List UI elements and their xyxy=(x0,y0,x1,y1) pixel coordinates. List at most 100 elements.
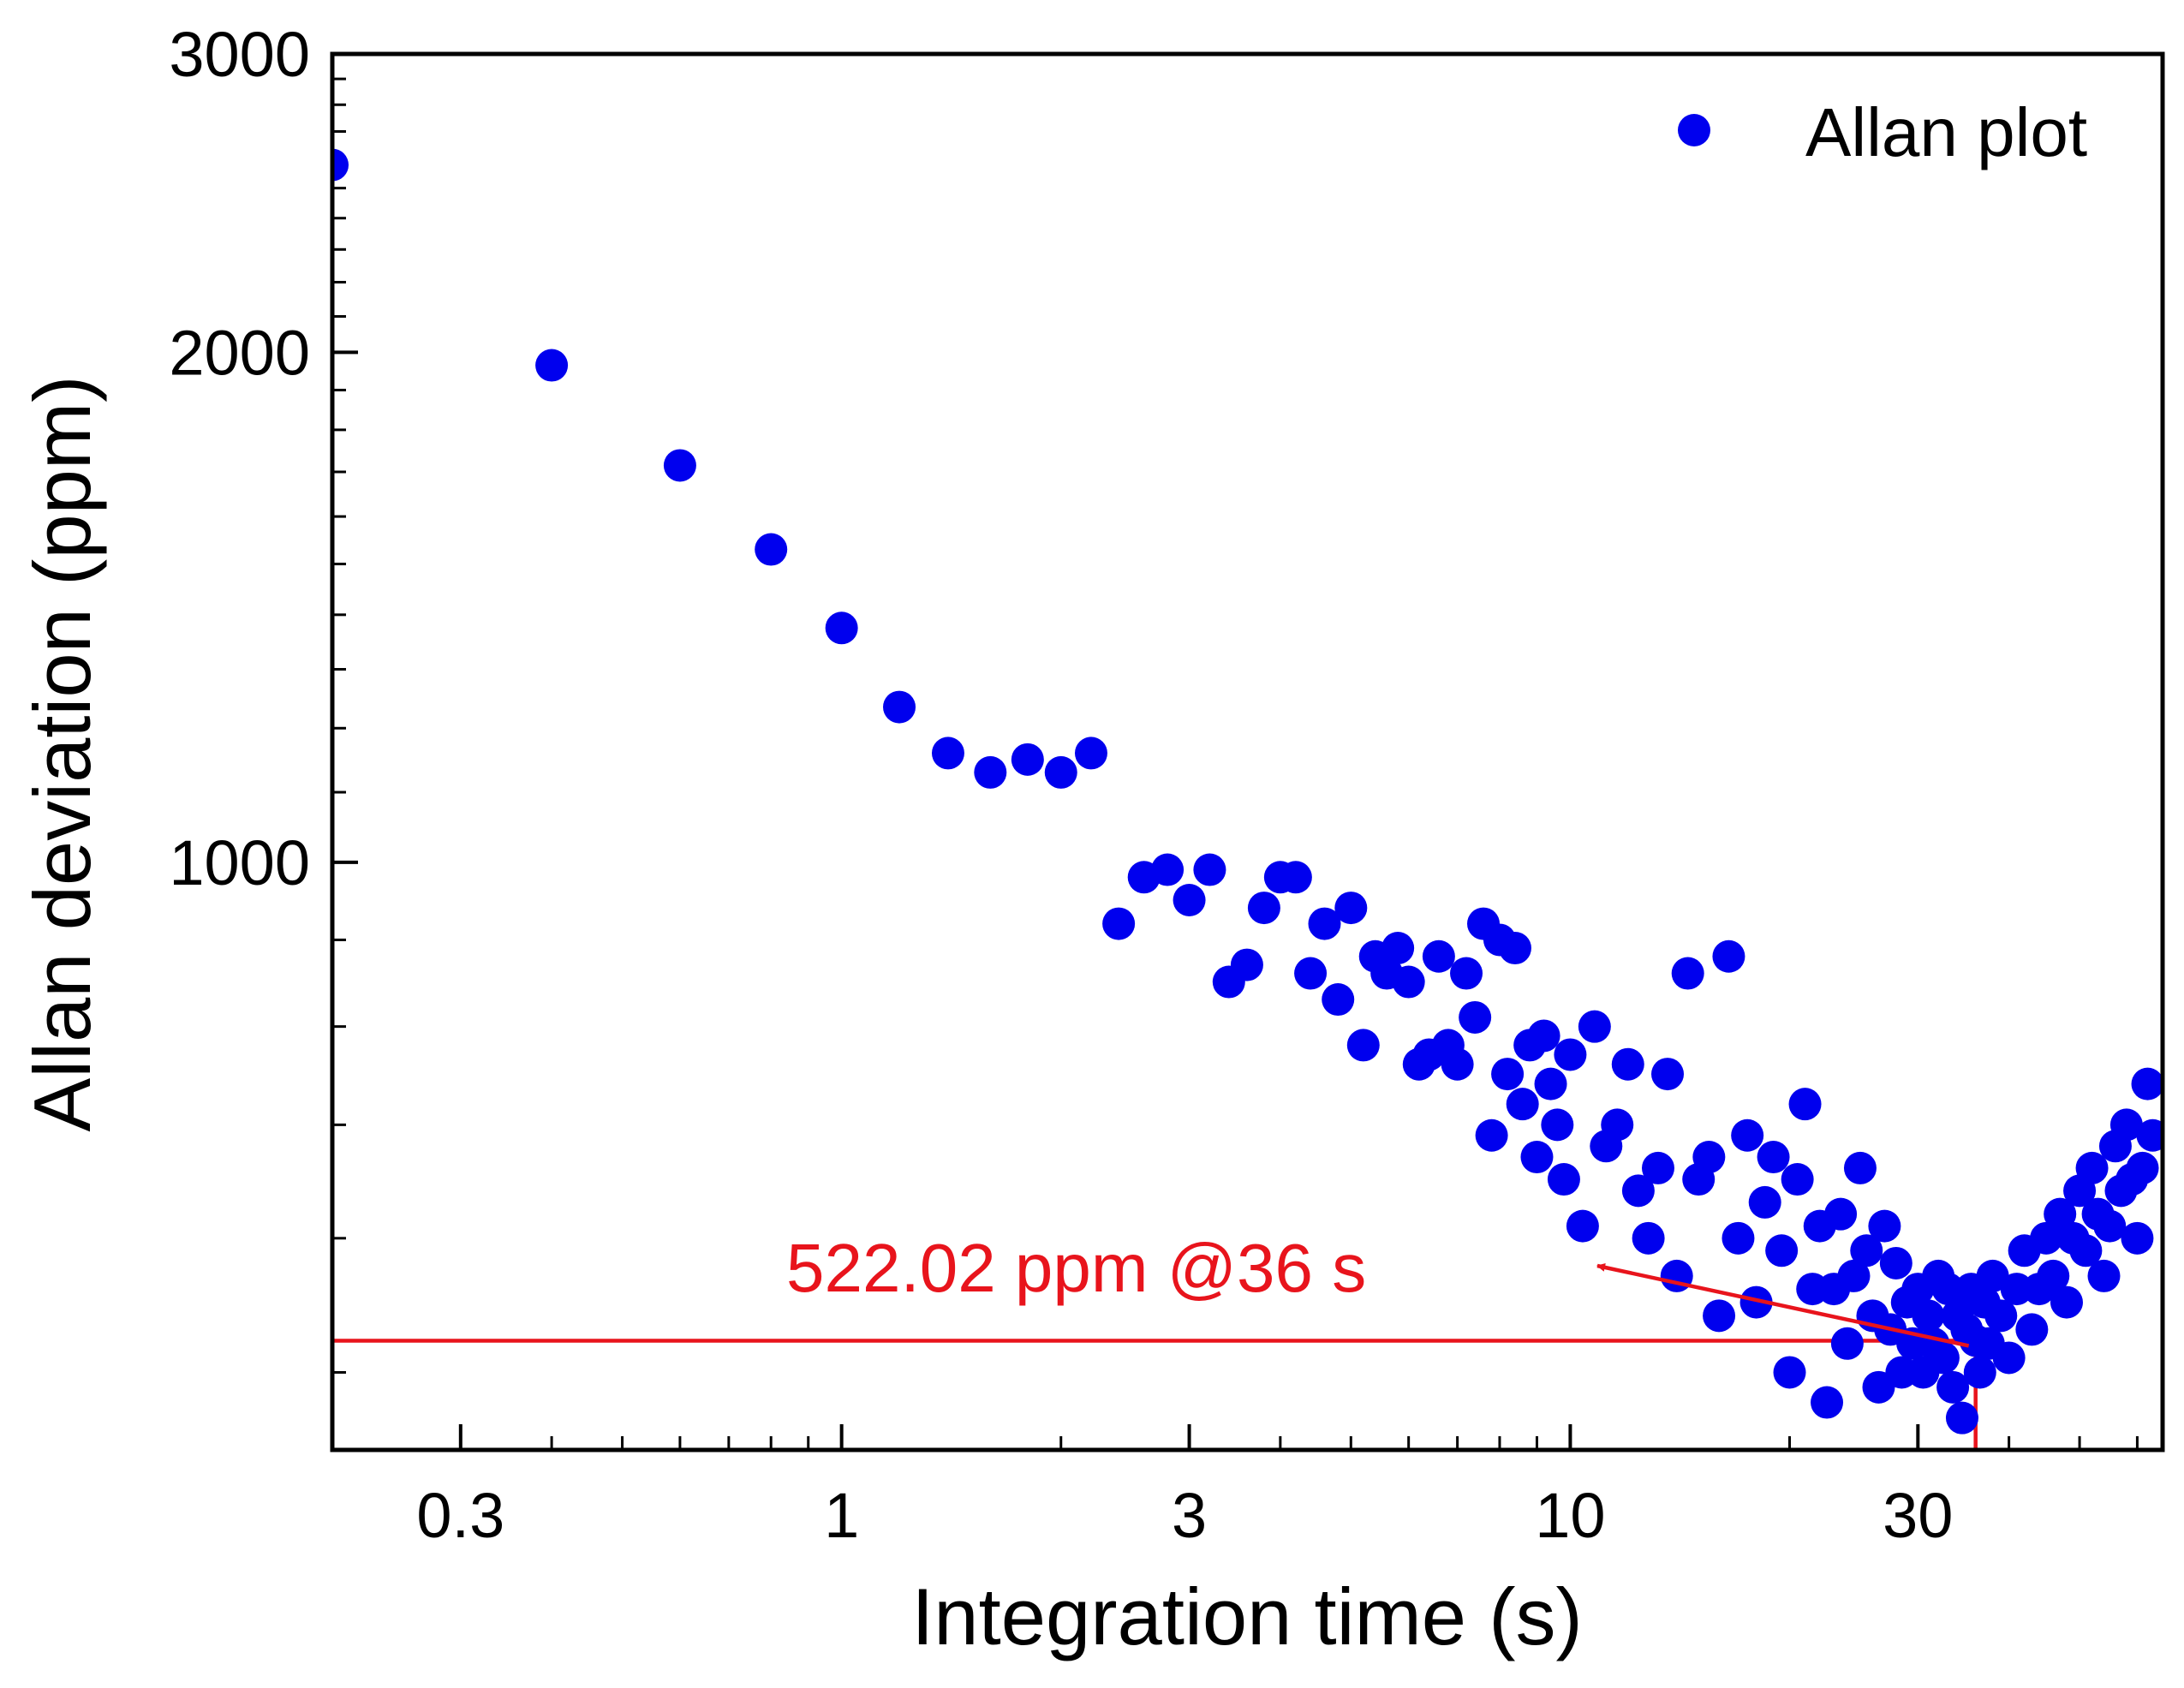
data-point xyxy=(535,349,569,382)
data-point xyxy=(1475,1118,1508,1152)
y-tick-labels: 1000 2000 3000 xyxy=(169,19,310,898)
data-point xyxy=(2136,1118,2163,1152)
legend-marker xyxy=(1678,114,1710,146)
data-point xyxy=(1611,1047,1644,1081)
data-point xyxy=(1773,1356,1806,1389)
data-point xyxy=(1837,1259,1871,1292)
data-point xyxy=(1294,957,1328,990)
data-point xyxy=(1102,907,1136,940)
data-point xyxy=(1692,1141,1726,1174)
data-point xyxy=(1346,1029,1380,1062)
data-point xyxy=(1601,1108,1634,1142)
data-point xyxy=(1547,1163,1580,1196)
data-point xyxy=(1151,853,1184,886)
data-point xyxy=(1632,1221,1665,1255)
major-ticks xyxy=(332,52,1920,1450)
data-point xyxy=(1660,1259,1693,1292)
data-point xyxy=(2000,1273,2033,1306)
y-tick-label: 3000 xyxy=(169,19,310,90)
data-point xyxy=(2109,1108,2143,1142)
data-point xyxy=(1926,1341,1960,1375)
data-point xyxy=(1811,1386,1844,1419)
data-point xyxy=(1912,1299,1945,1333)
data-point xyxy=(1322,983,1355,1017)
data-point xyxy=(2093,1209,2127,1243)
data-point xyxy=(1843,1151,1877,1184)
data-point xyxy=(1945,1401,1978,1435)
data-point xyxy=(1044,755,1077,789)
x-tick-label: 30 xyxy=(1883,1480,1953,1551)
data-point xyxy=(2037,1259,2070,1292)
data-point xyxy=(1230,948,1263,981)
data-point xyxy=(1491,1058,1525,1091)
data-point xyxy=(1459,1000,1492,1034)
data-point xyxy=(1703,1299,1736,1333)
data-point xyxy=(1441,1047,1474,1081)
data-point xyxy=(1850,1234,1883,1267)
data-points xyxy=(332,148,2163,1435)
data-point xyxy=(883,690,916,724)
data-point xyxy=(2069,1234,2103,1267)
plot-frame xyxy=(330,51,2165,1452)
data-point xyxy=(1534,1067,1567,1100)
data-point xyxy=(1862,1370,1895,1404)
data-point xyxy=(1641,1151,1674,1184)
data-point xyxy=(1381,932,1415,965)
data-point xyxy=(2030,1221,2063,1255)
data-point xyxy=(1011,743,1044,776)
data-point xyxy=(2126,1151,2159,1184)
data-point xyxy=(2075,1151,2109,1184)
data-point xyxy=(1506,1088,1539,1121)
data-point xyxy=(1976,1259,2009,1292)
x-axis-title: Integration time (s) xyxy=(911,1572,1583,1661)
data-point xyxy=(825,611,858,645)
data-point xyxy=(1671,957,1704,990)
data-point xyxy=(1520,1141,1554,1174)
y-tick-label: 1000 xyxy=(169,827,310,898)
annotation-arrow xyxy=(1596,1263,1970,1348)
data-point xyxy=(2015,1313,2049,1346)
data-point xyxy=(2087,1259,2121,1292)
data-point xyxy=(1527,1019,1560,1053)
data-point xyxy=(1308,907,1341,940)
data-point xyxy=(2044,1197,2077,1231)
x-tick-label: 10 xyxy=(1535,1480,1605,1551)
data-point xyxy=(1788,1088,1822,1121)
data-point xyxy=(1279,861,1312,894)
data-point xyxy=(1992,1341,2026,1375)
data-point xyxy=(1984,1299,2018,1333)
data-point xyxy=(755,533,788,566)
data-point xyxy=(1566,1209,1599,1243)
data-point xyxy=(1739,1285,1773,1319)
data-point xyxy=(2131,1067,2163,1100)
legend: Allan plot xyxy=(1678,94,2087,170)
legend-label: Allan plot xyxy=(1805,94,2087,170)
data-point xyxy=(1651,1058,1685,1091)
data-point xyxy=(1936,1370,1970,1404)
annotation-text: 522.02 ppm @36 s xyxy=(786,1230,1366,1306)
x-tick-label: 1 xyxy=(824,1480,859,1551)
data-point xyxy=(1868,1209,1901,1243)
data-point xyxy=(974,755,1007,789)
x-tick-label: 3 xyxy=(1172,1480,1207,1551)
data-point xyxy=(1879,1246,1912,1279)
data-point xyxy=(931,737,964,770)
x-tick-label: 0.3 xyxy=(416,1480,504,1551)
y-tick-label: 2000 xyxy=(169,317,310,388)
data-point xyxy=(1074,737,1107,770)
data-point xyxy=(1931,1273,1965,1306)
y-axis-title: Allan deviation (ppm) xyxy=(17,376,107,1132)
data-point xyxy=(1621,1174,1655,1208)
data-point xyxy=(1498,932,1531,965)
data-point xyxy=(1450,957,1483,990)
data-point xyxy=(1712,939,1745,973)
data-point xyxy=(1334,892,1368,925)
data-point xyxy=(1247,892,1280,925)
data-point xyxy=(1765,1234,1799,1267)
data-point xyxy=(1830,1327,1864,1360)
data-point xyxy=(1781,1163,1814,1196)
data-point xyxy=(1392,965,1425,999)
data-point xyxy=(1541,1108,1574,1142)
data-point xyxy=(1578,1010,1611,1043)
